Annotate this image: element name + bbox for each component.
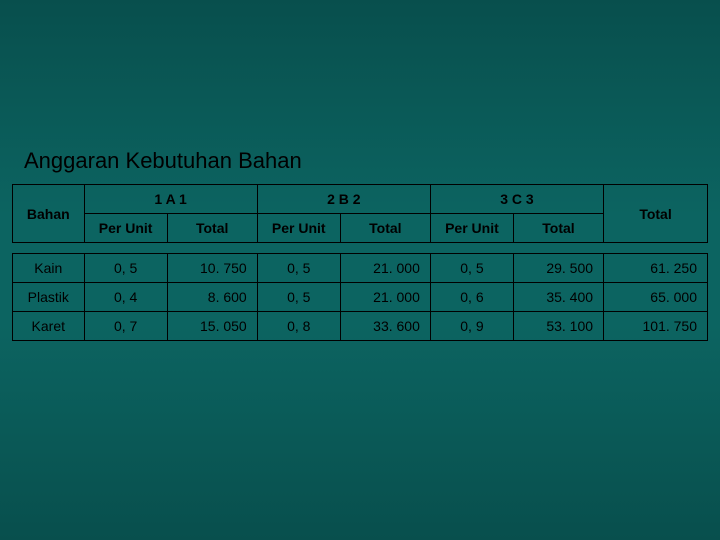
row-g3-pu: 0, 6 — [430, 283, 513, 312]
row-grand: 65. 000 — [604, 283, 708, 312]
col-g3-total: Total — [513, 214, 603, 243]
row-name: Plastik — [13, 283, 85, 312]
spacer-row — [13, 243, 708, 254]
col-group-2: 2 B 2 — [257, 185, 430, 214]
table-row: Karet 0, 7 15. 050 0, 8 33. 600 0, 9 53.… — [13, 312, 708, 341]
row-name: Karet — [13, 312, 85, 341]
col-bahan: Bahan — [13, 185, 85, 243]
col-group-3: 3 C 3 — [430, 185, 603, 214]
budget-table-wrapper: Bahan 1 A 1 2 B 2 3 C 3 Total Per Unit T… — [12, 184, 708, 341]
row-g2-tot: 21. 000 — [340, 283, 430, 312]
table-row: Plastik 0, 4 8. 600 0, 5 21. 000 0, 6 35… — [13, 283, 708, 312]
row-name: Kain — [13, 254, 85, 283]
row-g3-tot: 53. 100 — [513, 312, 603, 341]
row-g3-pu: 0, 9 — [430, 312, 513, 341]
row-g2-pu: 0, 5 — [257, 254, 340, 283]
row-g2-pu: 0, 8 — [257, 312, 340, 341]
row-g1-tot: 8. 600 — [167, 283, 257, 312]
row-g1-pu: 0, 4 — [84, 283, 167, 312]
table-row: Kain 0, 5 10. 750 0, 5 21. 000 0, 5 29. … — [13, 254, 708, 283]
row-g2-tot: 21. 000 — [340, 254, 430, 283]
row-g3-tot: 35. 400 — [513, 283, 603, 312]
header-row-2: Per Unit Total Per Unit Total Per Unit T… — [13, 214, 708, 243]
col-g1-total: Total — [167, 214, 257, 243]
col-grand-total: Total — [604, 185, 708, 243]
col-g3-perunit: Per Unit — [430, 214, 513, 243]
row-g1-pu: 0, 5 — [84, 254, 167, 283]
row-grand: 101. 750 — [604, 312, 708, 341]
row-g1-pu: 0, 7 — [84, 312, 167, 341]
header-row-1: Bahan 1 A 1 2 B 2 3 C 3 Total — [13, 185, 708, 214]
row-g3-tot: 29. 500 — [513, 254, 603, 283]
row-grand: 61. 250 — [604, 254, 708, 283]
row-g3-pu: 0, 5 — [430, 254, 513, 283]
col-g2-perunit: Per Unit — [257, 214, 340, 243]
slide: Anggaran Kebutuhan Bahan Bahan 1 A 1 2 B… — [0, 0, 720, 540]
row-g1-tot: 15. 050 — [167, 312, 257, 341]
row-g2-tot: 33. 600 — [340, 312, 430, 341]
row-g2-pu: 0, 5 — [257, 283, 340, 312]
col-group-1: 1 A 1 — [84, 185, 257, 214]
budget-table: Bahan 1 A 1 2 B 2 3 C 3 Total Per Unit T… — [12, 184, 708, 341]
row-g1-tot: 10. 750 — [167, 254, 257, 283]
col-g1-perunit: Per Unit — [84, 214, 167, 243]
col-g2-total: Total — [340, 214, 430, 243]
page-title: Anggaran Kebutuhan Bahan — [24, 148, 302, 174]
